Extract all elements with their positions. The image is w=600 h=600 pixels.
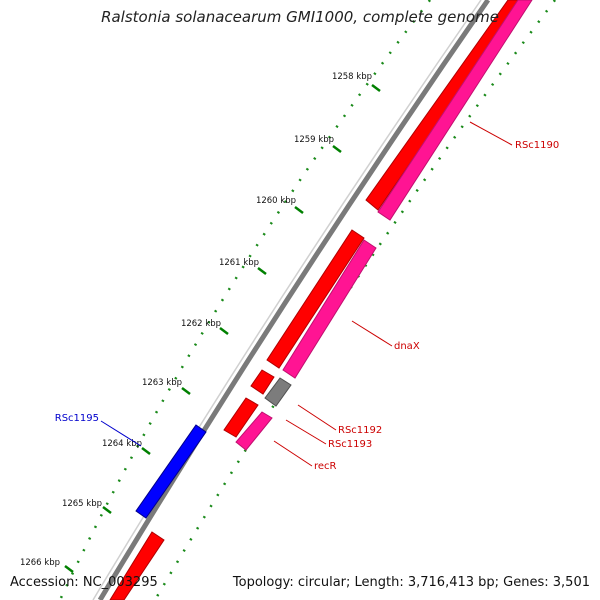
gene-label-leader bbox=[273, 440, 313, 467]
position-tick-label: 1264 kbp bbox=[102, 439, 142, 449]
genome-summary-text: Topology: circular; Length: 3,716,413 bp… bbox=[232, 575, 590, 590]
position-tick-label: 1261 kbp bbox=[219, 258, 259, 268]
gene-bottom-forward[interactable] bbox=[109, 531, 165, 600]
gene-label-rsc1193[interactable]: RSc1193 bbox=[328, 439, 372, 450]
position-tick-label: 1266 kbp bbox=[20, 558, 60, 568]
gene-label-recr[interactable]: recR bbox=[314, 461, 337, 472]
genome-title: Ralstonia solanacearum GMI1000, complete… bbox=[101, 8, 499, 26]
tick-ring-outer bbox=[58, 0, 431, 600]
gene-rsc1195-blue[interactable] bbox=[135, 424, 207, 519]
position-tick-label: 1263 kbp bbox=[142, 378, 182, 388]
position-tick-mark bbox=[332, 145, 342, 153]
position-tick-mark bbox=[371, 84, 381, 92]
position-tick-mark bbox=[294, 206, 304, 214]
position-tick-mark bbox=[102, 506, 112, 514]
gene-label-leader bbox=[285, 419, 327, 445]
gene-rsc1193-grey[interactable] bbox=[264, 377, 292, 407]
position-tick-mark bbox=[219, 327, 229, 335]
position-tick-label: 1260 kbp bbox=[256, 196, 296, 206]
gene-dnax-reverse[interactable] bbox=[282, 239, 377, 379]
position-tick-label: 1259 kbp bbox=[294, 135, 334, 145]
gene-recr-reverse[interactable] bbox=[235, 411, 273, 451]
gene-label-rsc1190[interactable]: RSc1190 bbox=[515, 140, 559, 151]
position-tick-mark bbox=[141, 447, 151, 455]
tick-ring-inner bbox=[153, 0, 557, 600]
gene-rsc1192-forward[interactable] bbox=[250, 369, 275, 395]
position-tick-label: 1265 kbp bbox=[62, 499, 102, 509]
gene-rsc1190-reverse[interactable] bbox=[377, 0, 533, 221]
gene-label-leader bbox=[100, 420, 142, 447]
position-tick-label: 1262 kbp bbox=[181, 319, 221, 329]
genome-backbone bbox=[97, 0, 491, 600]
gene-label-leader bbox=[297, 404, 337, 431]
reverse-strand-genes bbox=[235, 0, 533, 451]
gene-recr-forward[interactable] bbox=[223, 397, 259, 438]
position-ticks: 1258 kbp 1259 kbp 1260 kbp 1261 kbp 1262 kbp… bbox=[20, 72, 381, 573]
gene-label-dnax[interactable]: dnaX bbox=[394, 341, 420, 352]
gene-label-leader bbox=[351, 320, 393, 347]
gene-label-leader bbox=[469, 121, 513, 146]
position-tick-mark bbox=[257, 267, 267, 275]
position-tick-mark bbox=[181, 387, 191, 395]
gene-dnax-forward[interactable] bbox=[266, 229, 365, 369]
gene-label-rsc1195[interactable]: RSc1195 bbox=[55, 413, 99, 424]
accession-text: Accession: NC_003295 bbox=[10, 575, 158, 590]
gene-labels: RSc1190 dnaX RSc1192 RSc1193 recR RSc1195 bbox=[55, 121, 559, 472]
position-tick-mark bbox=[64, 565, 74, 573]
position-tick-label: 1258 kbp bbox=[332, 72, 372, 82]
gene-label-rsc1192[interactable]: RSc1192 bbox=[338, 425, 382, 436]
